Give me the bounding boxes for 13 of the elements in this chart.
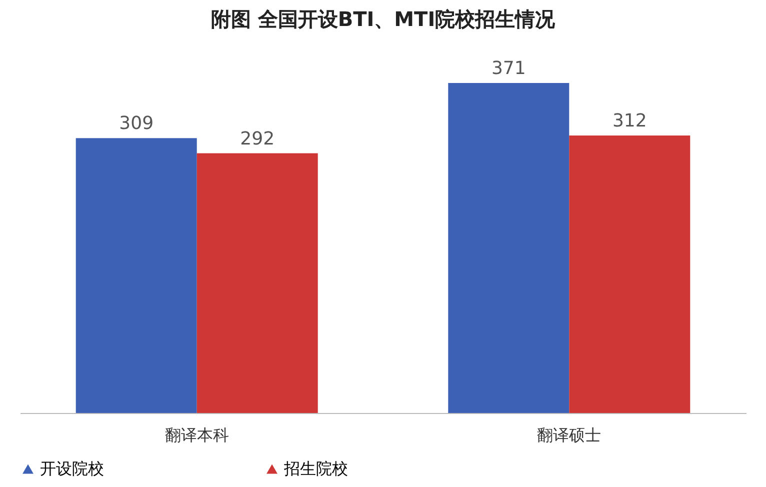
chart-title: 附图 全国开设BTI、MTI院校招生情况: [210, 7, 556, 31]
data-label: 371: [491, 58, 526, 79]
bar: [76, 138, 197, 413]
data-label: 309: [119, 113, 154, 134]
bar: [448, 83, 570, 413]
x-tick-label: 翻译本科: [164, 426, 229, 444]
x-tick-label: 翻译硕士: [537, 426, 602, 444]
bar: [569, 135, 690, 413]
data-label: 312: [612, 110, 647, 132]
legend-label: 招生院校: [283, 459, 348, 478]
legend-label: 开设院校: [40, 459, 104, 478]
data-label: 292: [240, 128, 275, 150]
bar: [196, 153, 318, 413]
